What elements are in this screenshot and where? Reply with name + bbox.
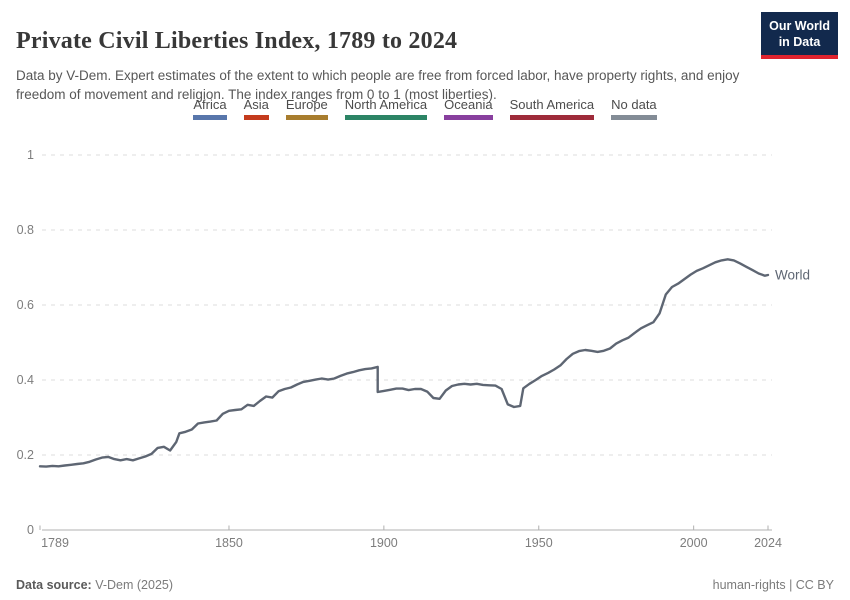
legend-label: Asia bbox=[243, 97, 269, 112]
license-link[interactable]: human-rights | CC BY bbox=[712, 578, 834, 592]
x-axis-tick-label: 1900 bbox=[370, 536, 398, 550]
legend-label: Africa bbox=[193, 97, 227, 112]
legend-item-no-data[interactable]: No data bbox=[611, 97, 657, 120]
legend-item-asia[interactable]: Asia bbox=[243, 97, 269, 120]
legend-item-oceania[interactable]: Oceania bbox=[444, 97, 493, 120]
legend-label: No data bbox=[611, 97, 657, 112]
data-source-value: V-Dem (2025) bbox=[91, 578, 174, 592]
legend-label: Oceania bbox=[444, 97, 493, 112]
legend-color-swatch bbox=[509, 115, 595, 120]
x-axis-tick-label: 1950 bbox=[525, 536, 553, 550]
owid-logo[interactable]: Our World in Data bbox=[761, 12, 838, 59]
chart-subtitle: Data by V-Dem. Expert estimates of the e… bbox=[16, 67, 740, 103]
x-axis-tick-label: 1850 bbox=[215, 536, 243, 550]
y-axis-tick-label: 0 bbox=[27, 523, 34, 537]
legend-item-africa[interactable]: Africa bbox=[193, 97, 227, 120]
legend-color-swatch bbox=[344, 115, 428, 120]
legend-color-swatch bbox=[611, 115, 657, 120]
x-axis-tick-label: 2000 bbox=[680, 536, 708, 550]
owid-logo-line2: in Data bbox=[778, 35, 821, 50]
legend-color-swatch bbox=[444, 115, 493, 120]
chart-footer: Data source: V-Dem (2025) human-rights |… bbox=[0, 578, 850, 592]
line-chart[interactable]: 0 0.2 0.4 0.6 0.8 1 1789 1850 1900 1950 2000 2024 Wo… bbox=[0, 130, 850, 565]
legend-color-swatch bbox=[243, 115, 269, 120]
owid-logo-line1: Our World bbox=[769, 19, 830, 33]
legend-item-north-america[interactable]: North America bbox=[344, 97, 428, 120]
world-civil-liberties-line-chart[interactable]: 0 0.2 0.4 0.6 0.8 1 1789 1850 1900 1950 2000 2024 Wo… bbox=[0, 130, 850, 560]
series-label-world: World bbox=[775, 268, 810, 283]
series-line-world[interactable] bbox=[38, 258, 770, 468]
legend-color-swatch bbox=[285, 115, 328, 120]
legend-item-south-america[interactable]: South America bbox=[509, 97, 595, 120]
y-axis-tick-label: 0.4 bbox=[17, 373, 34, 387]
legend-label: Europe bbox=[285, 97, 328, 112]
y-axis-tick-label: 1 bbox=[27, 148, 34, 162]
legend-label: South America bbox=[509, 97, 595, 112]
x-axis-tick-label: 1789 bbox=[41, 536, 69, 550]
y-axis-tick-label: 0.6 bbox=[17, 298, 34, 312]
continent-legend: Africa Asia Europe North America Oceania… bbox=[0, 97, 850, 120]
legend-color-swatch bbox=[193, 115, 227, 120]
x-axis-tick-label: 2024 bbox=[754, 536, 782, 550]
y-axis-tick-label: 0.2 bbox=[17, 448, 34, 462]
data-source-note: Data source: V-Dem (2025) bbox=[16, 578, 173, 592]
legend-item-europe[interactable]: Europe bbox=[285, 97, 328, 120]
y-axis-tick-label: 0.8 bbox=[17, 223, 34, 237]
page-title: Private Civil Liberties Index, 1789 to 2… bbox=[16, 28, 458, 55]
legend-label: North America bbox=[344, 97, 428, 112]
data-source-label: Data source: bbox=[16, 578, 92, 592]
